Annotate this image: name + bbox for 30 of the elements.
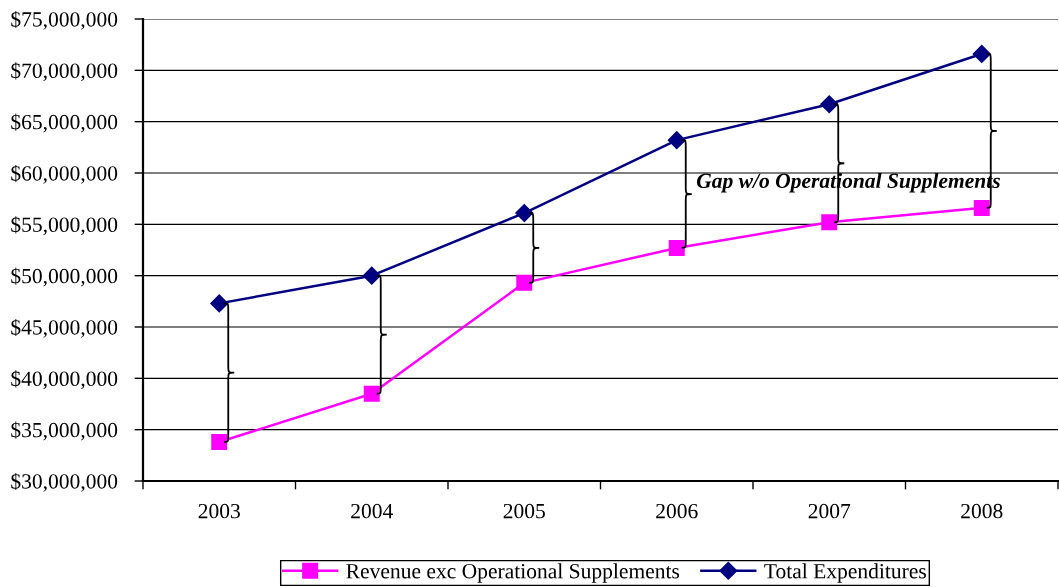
y-tick-label: $60,000,000: [11, 164, 118, 184]
x-tick-label: 2005: [503, 503, 545, 519]
point: [210, 294, 229, 313]
y-tick-label: $45,000,000: [11, 318, 118, 338]
point: [820, 95, 839, 114]
y-tick-label: $65,000,000: [11, 113, 118, 133]
point: [972, 44, 991, 63]
point: [973, 199, 990, 216]
x-tick-label: 2006: [656, 503, 698, 519]
legend-label: Total Expenditures: [764, 563, 926, 583]
y-tick-label: $70,000,000: [11, 62, 118, 82]
y-tick-label: $50,000,000: [11, 267, 118, 287]
point: [821, 214, 838, 231]
x-tick-label: 2007: [808, 503, 851, 519]
y-tick-label: $55,000,000: [11, 216, 118, 236]
y-tick-label: $35,000,000: [11, 421, 118, 441]
x-tick-label: 2004: [351, 503, 393, 519]
point: [363, 385, 380, 402]
point: [516, 274, 533, 291]
point: [668, 239, 685, 256]
y-tick-label: $30,000,000: [11, 472, 118, 492]
point: [515, 203, 534, 223]
y-tick-label: $40,000,000: [11, 370, 118, 390]
point: [211, 433, 228, 450]
point: [667, 131, 686, 150]
point: [362, 266, 381, 285]
x-tick-label: 2008: [961, 503, 1003, 519]
legend-label: Revenue exc Operational Supplements: [346, 563, 680, 583]
y-tick-label: $75,000,000: [11, 10, 118, 30]
x-tick-label: 2003: [198, 503, 240, 519]
